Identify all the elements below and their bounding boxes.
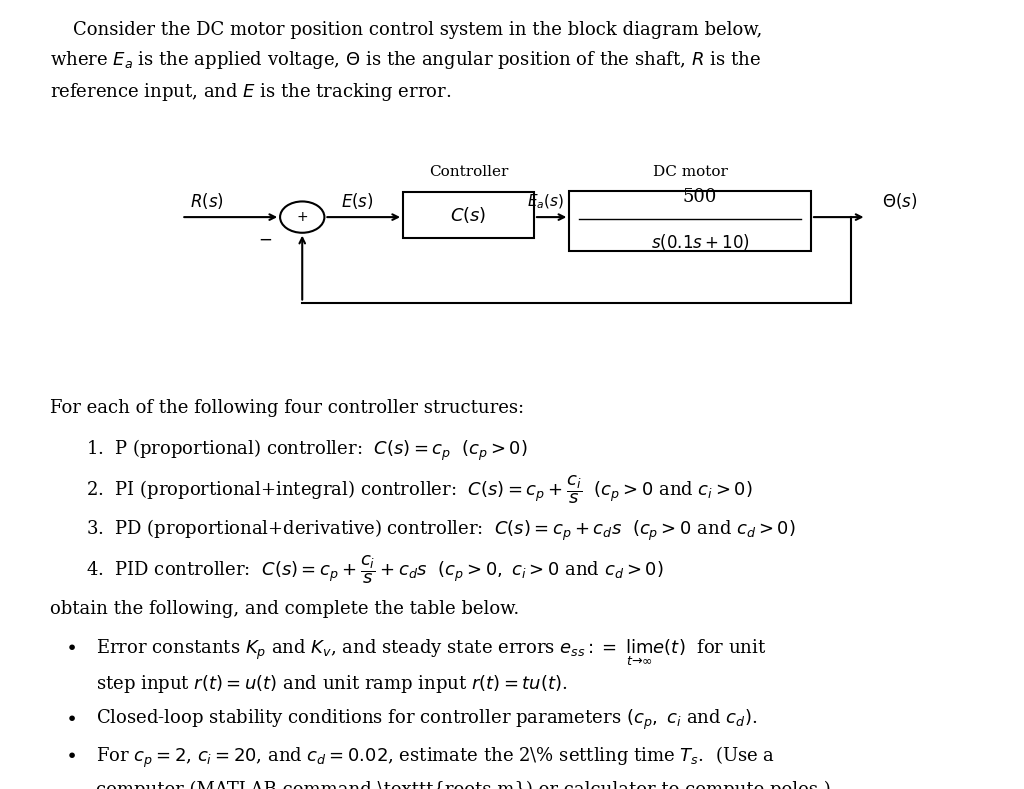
Text: $\bullet$: $\bullet$ [66, 709, 77, 726]
Text: $+$: $+$ [296, 210, 308, 224]
Text: Consider the DC motor position control system in the block diagram below,
where : Consider the DC motor position control s… [50, 21, 763, 103]
Text: $\bullet$: $\bullet$ [66, 746, 77, 763]
Text: step input $r(t) = u(t)$ and unit ramp input $r(t) = tu(t)$.: step input $r(t) = u(t)$ and unit ramp i… [95, 673, 567, 694]
Text: 3.  PD (proportional+derivative) controller:  $C(s) = c_p + c_d s$  $(c_p > 0$ a: 3. PD (proportional+derivative) controll… [86, 518, 796, 544]
Text: 1.  P (proportional) controller:  $C(s) = c_p$  $(c_p > 0)$: 1. P (proportional) controller: $C(s) = … [86, 438, 527, 463]
Text: $\bullet$: $\bullet$ [66, 637, 77, 655]
Text: For each of the following four controller structures:: For each of the following four controlle… [50, 398, 524, 417]
Text: $E_a(s)$: $E_a(s)$ [527, 193, 564, 211]
Text: 4.  PID controller:  $C(s) = c_p + \dfrac{c_i}{s} + c_d s$  $(c_p > 0,$ $c_i > 0: 4. PID controller: $C(s) = c_p + \dfrac{… [86, 554, 664, 586]
Text: For $c_p = 2$, $c_i = 20$, and $c_d = 0.02$, estimate the 2\% settling time $T_s: For $c_p = 2$, $c_i = 20$, and $c_d = 0.… [95, 746, 775, 771]
Text: computer (MATLAB command \texttt{roots.m}) or calculator to compute poles.): computer (MATLAB command \texttt{roots.m… [95, 781, 830, 789]
Text: $s(0.1s + 10)$: $s(0.1s + 10)$ [650, 232, 750, 252]
Text: $E(s)$: $E(s)$ [341, 192, 374, 211]
Text: Closed-loop stability conditions for controller parameters $(c_p,$ $c_i$ and $c_: Closed-loop stability conditions for con… [95, 709, 757, 732]
Text: obtain the following, and complete the table below.: obtain the following, and complete the t… [50, 600, 519, 618]
Text: $\Theta(s)$: $\Theta(s)$ [882, 192, 916, 211]
Text: $C(s)$: $C(s)$ [451, 205, 486, 226]
Text: $R(s)$: $R(s)$ [189, 192, 223, 211]
Text: 2.  PI (proportional+integral) controller:  $C(s) = c_p + \dfrac{c_i}{s}$  $(c_p: 2. PI (proportional+integral) controller… [86, 473, 753, 506]
Text: $-$: $-$ [258, 230, 272, 248]
Text: Error constants $K_p$ and $K_v$, and steady state errors $e_{ss} :=$ $\lim_{t\to: Error constants $K_p$ and $K_v$, and ste… [95, 637, 766, 667]
Text: Controller: Controller [429, 166, 508, 179]
Text: 500: 500 [683, 188, 718, 206]
Text: DC motor: DC motor [652, 165, 727, 178]
